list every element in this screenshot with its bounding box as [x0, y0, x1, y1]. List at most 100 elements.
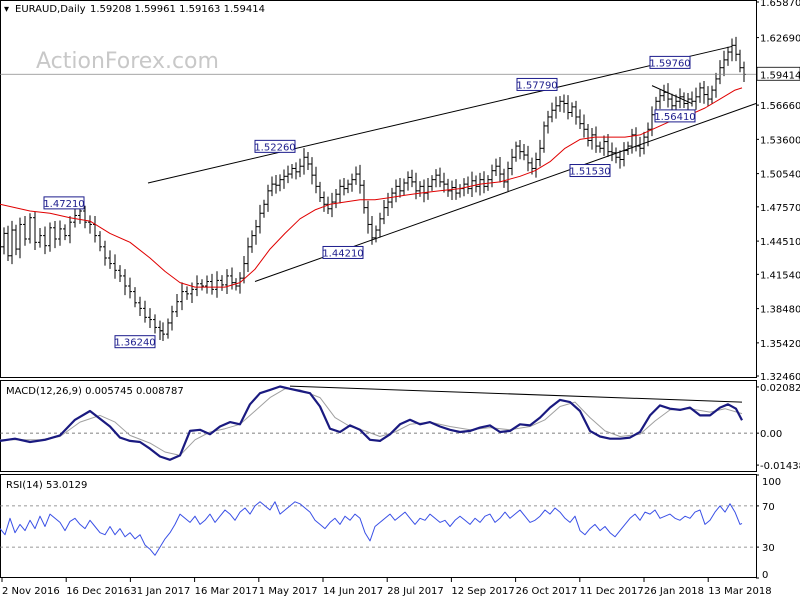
- price-bar: [550, 102, 554, 123]
- price-y-label: 1.53600: [760, 135, 800, 146]
- price-bar: [630, 128, 634, 154]
- price-y-label: 1.56660: [760, 101, 800, 112]
- price-bar: [310, 157, 314, 185]
- price-bar: [510, 148, 514, 176]
- price-y-label: 1.41540: [760, 270, 800, 281]
- price-bar: [598, 141, 602, 153]
- price-bar: [398, 177, 402, 198]
- price-bar: [614, 147, 618, 164]
- price-bar: [18, 217, 22, 259]
- price-y-label: 1.50540: [760, 170, 800, 181]
- price-bar: [290, 163, 294, 179]
- annotation-box: [649, 55, 691, 69]
- price-bar: [490, 164, 494, 188]
- annotation-text: 1.51530: [569, 167, 610, 178]
- price-bar: [610, 142, 614, 162]
- price-bar: [6, 225, 10, 262]
- rsi-panel-frame: [0, 474, 757, 578]
- price-bar: [73, 207, 77, 228]
- price-bar: [534, 152, 538, 178]
- annotation-box: [114, 335, 156, 349]
- price-bar: [350, 173, 354, 192]
- trendline-2: [651, 85, 693, 104]
- annotation-label: 1.56410: [654, 109, 696, 123]
- current-price-box: [756, 66, 800, 81]
- macd-panel-frame: [0, 380, 757, 472]
- current-price-label: 1.59414: [760, 70, 800, 81]
- price-bar: [386, 192, 390, 217]
- price-bar: [161, 322, 165, 341]
- price-bar: [148, 308, 152, 328]
- price-bar: [195, 275, 199, 297]
- price-bar: [394, 179, 398, 203]
- price-bar: [166, 318, 170, 339]
- header-ohlc: 1.59208 1.59961 1.59163 1.59414: [90, 4, 265, 15]
- price-bar: [698, 82, 702, 103]
- price-bar: [446, 178, 450, 197]
- price-bar: [205, 275, 209, 294]
- price-bar: [466, 176, 470, 194]
- x-label: 13 Mar 2018: [708, 586, 771, 597]
- price-bar: [270, 176, 274, 197]
- price-bar: [48, 222, 52, 252]
- price-bar: [38, 228, 42, 248]
- price-bar: [362, 179, 366, 214]
- price-bar: [554, 96, 558, 119]
- annotation-label: 1.52260: [254, 139, 296, 153]
- price-bar: [670, 93, 674, 112]
- price-bar: [730, 38, 734, 62]
- annotation-text: 1.57790: [516, 80, 557, 91]
- price-bar: [200, 279, 204, 291]
- price-bar: [14, 224, 18, 256]
- price-bar: [590, 128, 594, 150]
- price-bar: [586, 124, 590, 147]
- price-bar: [210, 273, 214, 295]
- rsi-y-label: 70: [762, 502, 775, 513]
- rsi-y-label: 0: [762, 570, 768, 581]
- annotation-label: 1.36240: [114, 335, 156, 349]
- macd-title: MACD(12,26,9) 0.005745 0.008787: [6, 386, 184, 397]
- price-bar: [10, 220, 14, 265]
- annotation-box: [516, 77, 558, 91]
- price-bar: [138, 296, 142, 316]
- price-bar: [354, 166, 358, 185]
- trendline-0: [147, 45, 733, 184]
- price-bar: [143, 300, 147, 323]
- price-bar: [153, 314, 157, 334]
- price-bar: [180, 282, 184, 311]
- rsi-y-label: 30: [762, 543, 775, 554]
- price-bar: [282, 169, 286, 189]
- price-bar: [726, 46, 730, 66]
- price-bar: [338, 179, 342, 204]
- price-bar: [618, 150, 622, 169]
- price-bar: [334, 188, 338, 209]
- price-bar: [88, 215, 92, 234]
- x-label: 31 Jan 2017: [130, 586, 190, 597]
- price-bar: [378, 212, 382, 238]
- rsi-title: RSI(14) 53.0129: [6, 480, 87, 491]
- price-bar: [43, 226, 47, 255]
- price-bar: [133, 287, 137, 308]
- price-bar: [258, 204, 262, 234]
- price-y-label: 1.44510: [760, 237, 800, 248]
- price-bar: [514, 141, 518, 162]
- price-bar: [230, 267, 234, 290]
- price-bar: [574, 100, 578, 125]
- price-bar: [58, 220, 62, 246]
- price-bar: [366, 200, 370, 234]
- x-label: 2 Nov 2016: [2, 586, 60, 597]
- price-bar: [570, 102, 574, 117]
- price-bar: [434, 169, 438, 188]
- price-bar: [606, 133, 610, 157]
- price-bar: [638, 136, 642, 157]
- price-bar: [68, 216, 72, 244]
- price-bar: [470, 171, 474, 198]
- macd-y-label: 0.00: [760, 429, 782, 440]
- price-bar: [402, 178, 406, 196]
- price-bar: [442, 172, 446, 193]
- price-bar: [298, 158, 302, 178]
- price-bar: [314, 166, 318, 194]
- price-bar: [128, 277, 132, 299]
- price-bar: [694, 87, 698, 110]
